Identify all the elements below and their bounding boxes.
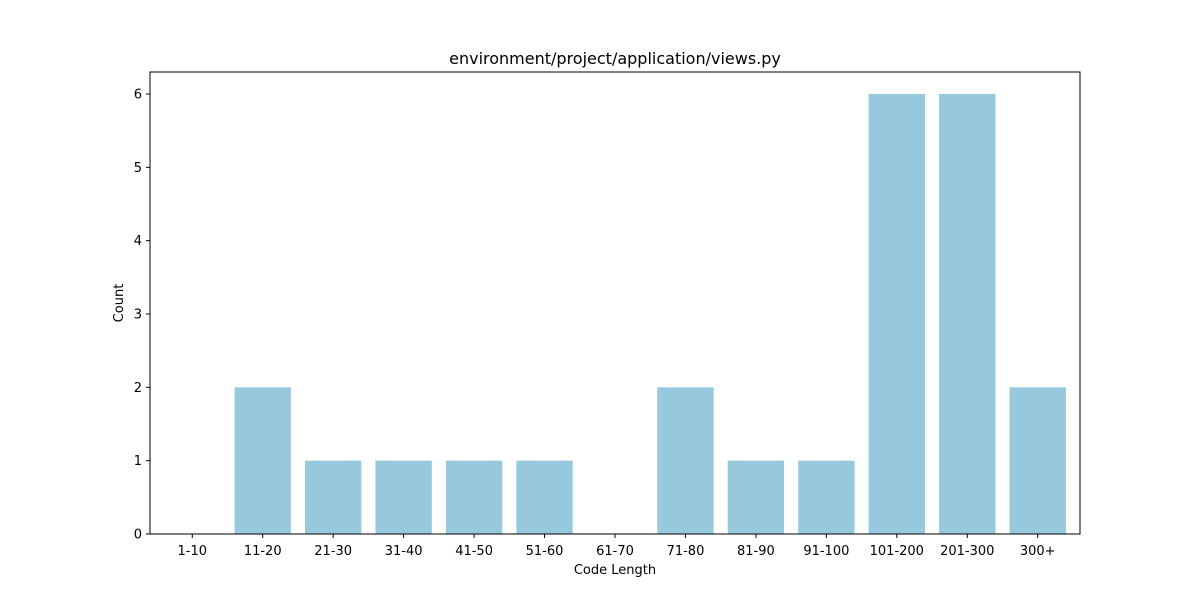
x-tick-label: 300+: [1020, 544, 1056, 559]
x-tick-label: 1-10: [178, 544, 208, 559]
bar-51-60: [516, 460, 573, 534]
bar-101-200: [868, 94, 925, 534]
bar-21-30: [305, 460, 362, 534]
y-tick-label: 1: [134, 454, 142, 469]
bar-71-80: [657, 387, 714, 534]
bars-group: [234, 94, 1066, 534]
bar-300+: [1009, 387, 1066, 534]
y-tick-label: 6: [134, 88, 142, 103]
x-tick-label: 81-90: [737, 544, 775, 559]
x-tick-label: 201-300: [940, 544, 994, 559]
chart-title: environment/project/application/views.py: [449, 49, 781, 68]
x-tick-label: 11-20: [244, 544, 282, 559]
x-tick-label: 31-40: [385, 544, 423, 559]
bar-31-40: [375, 460, 432, 534]
x-axis-label: Code Length: [574, 563, 656, 578]
x-tick-label: 91-100: [803, 544, 849, 559]
plot-frame: [149, 71, 1081, 535]
x-axis-ticks: 1-10 11-20 21-30 31-40 41-50 51-60 61-70 71-80 8…: [178, 534, 1056, 559]
x-tick-label: 101-200: [870, 544, 924, 559]
bar-91-100: [798, 460, 855, 534]
x-tick-label: 21-30: [314, 544, 352, 559]
x-tick-label: 61-70: [596, 544, 634, 559]
y-tick-label: 3: [134, 308, 142, 323]
bar-41-50: [445, 460, 503, 534]
x-tick-label: 71-80: [667, 544, 705, 559]
x-tick-label: 41-50: [455, 544, 493, 559]
bar-81-90: [727, 460, 785, 534]
y-axis-ticks: 0 1 2 3 4 5 6: [134, 88, 150, 543]
bar-201-300: [939, 94, 996, 534]
y-tick-label: 2: [134, 381, 142, 396]
x-tick-label: 51-60: [526, 544, 564, 559]
y-tick-label: 4: [134, 234, 142, 249]
y-tick-label: 0: [134, 528, 142, 543]
bar-11-20: [234, 387, 291, 534]
y-tick-label: 5: [134, 161, 142, 176]
y-axis-label: Count: [112, 284, 127, 323]
